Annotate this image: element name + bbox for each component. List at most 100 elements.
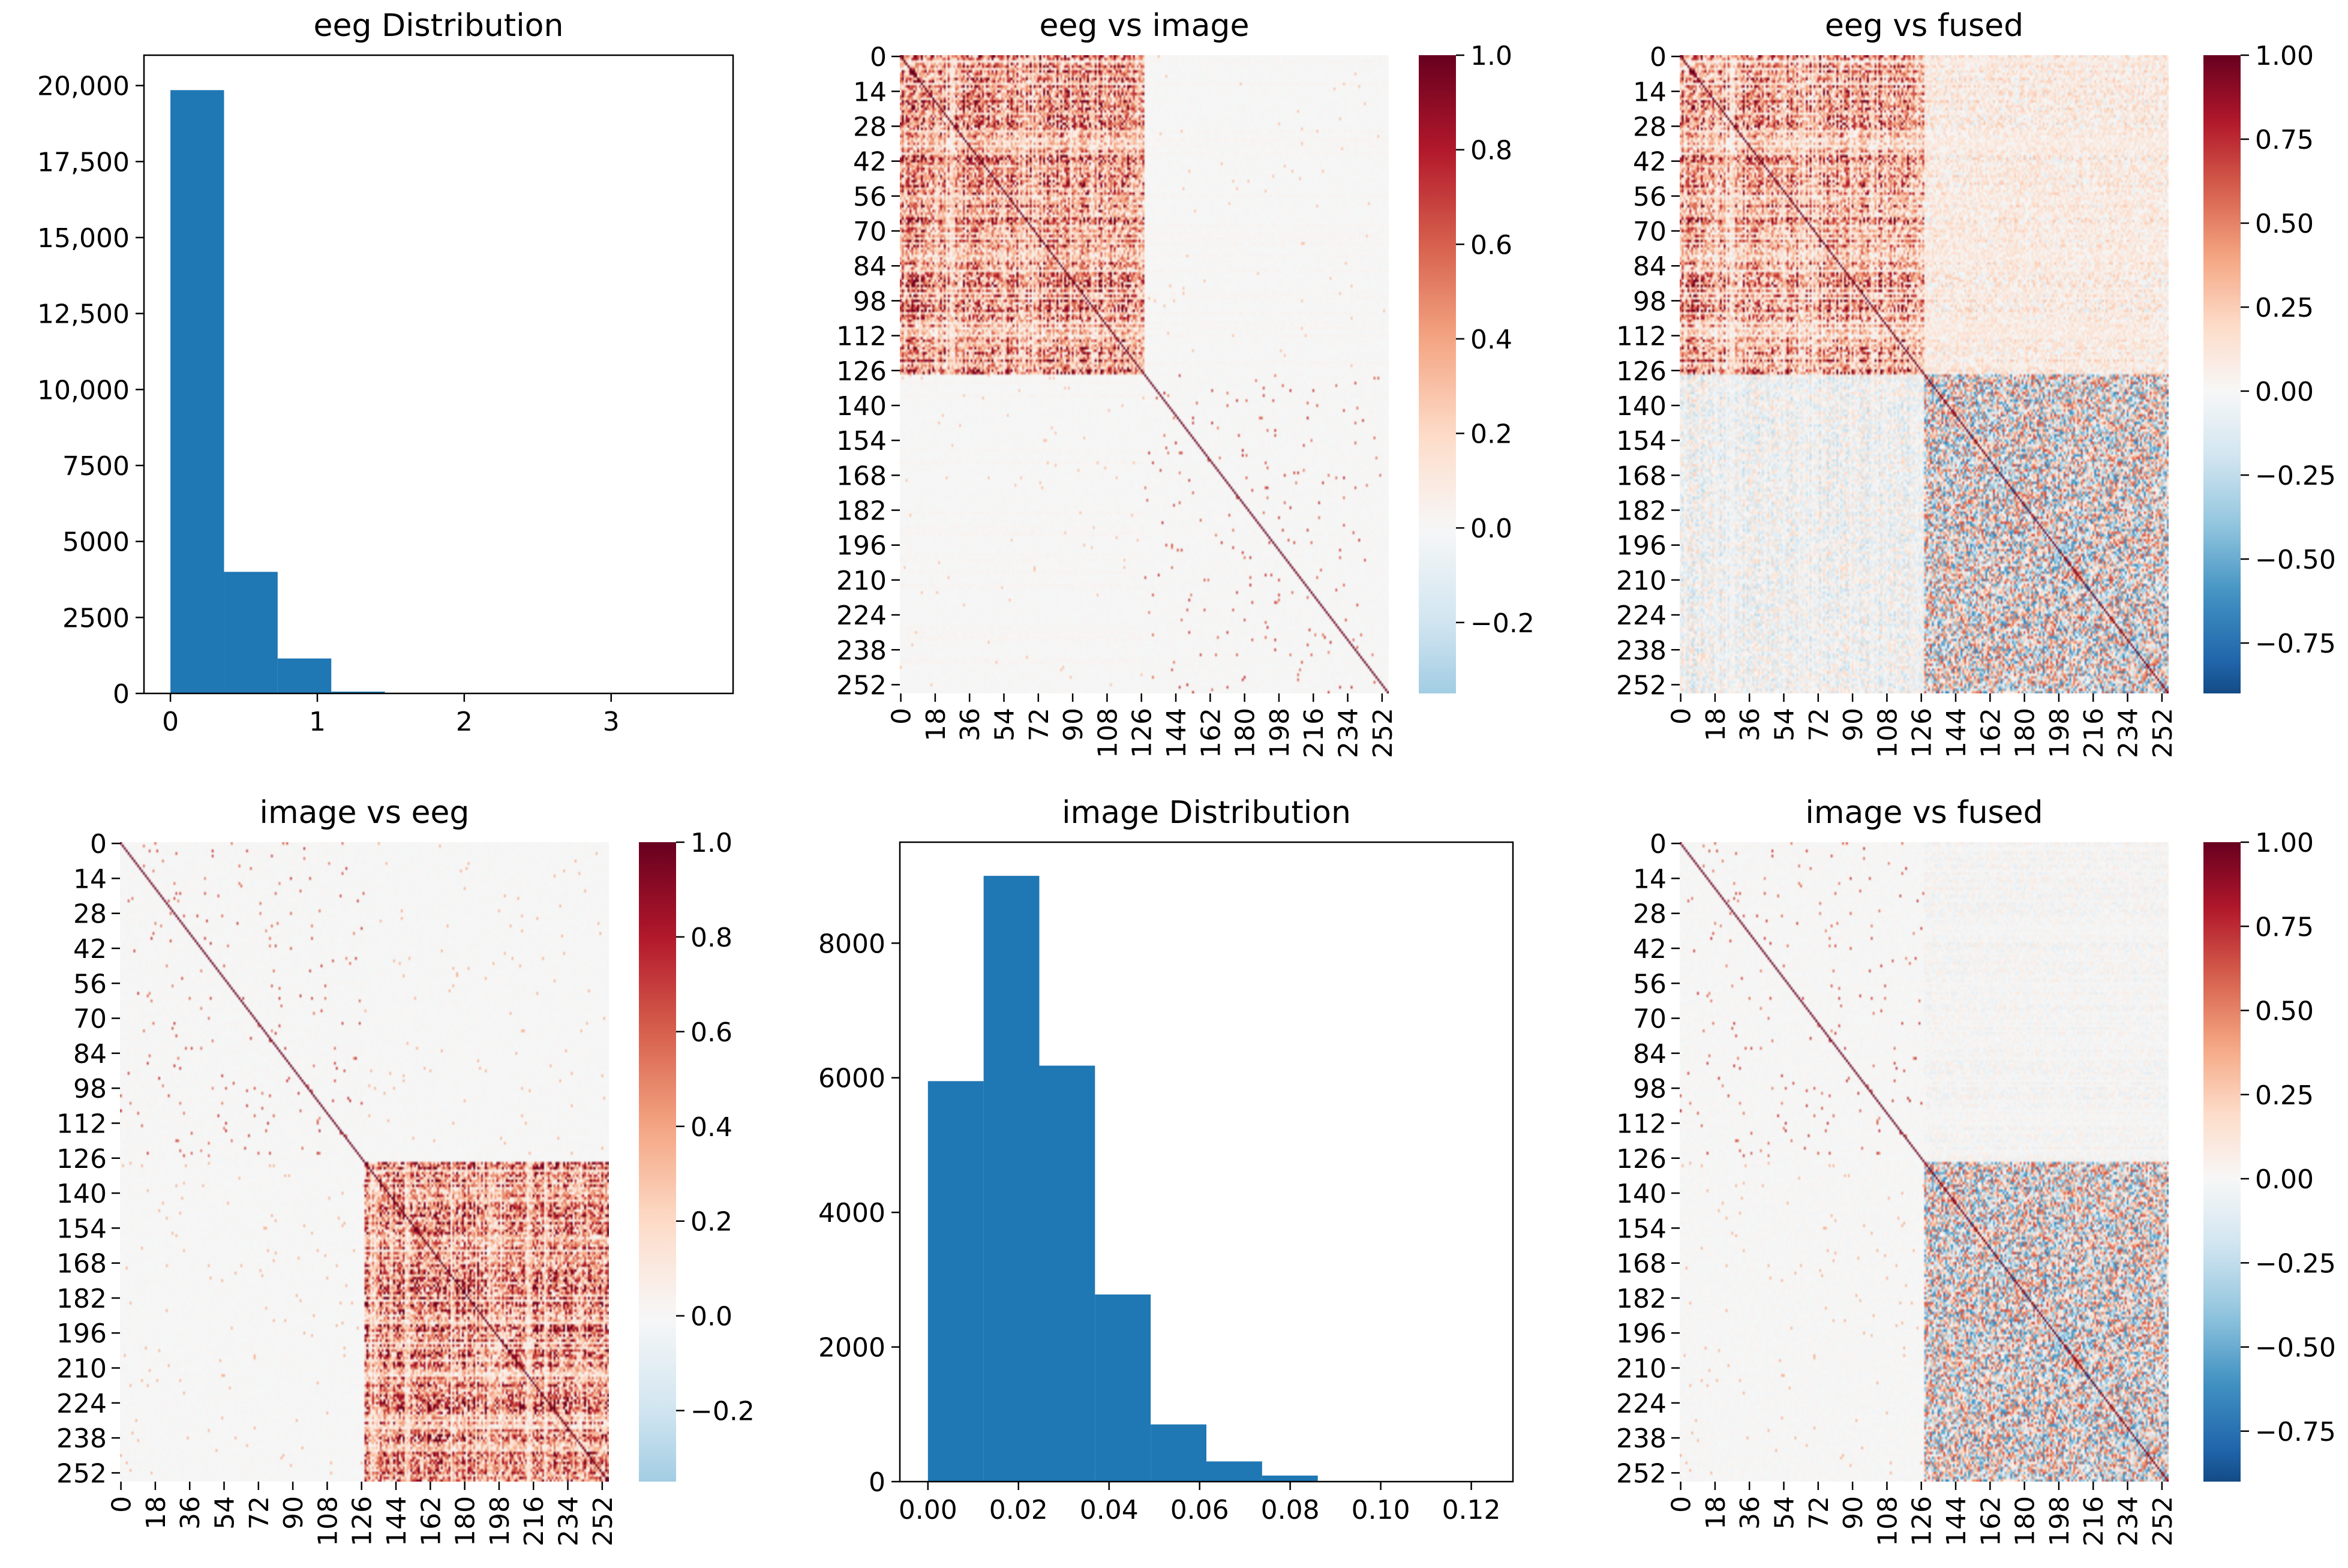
x-tick-label: 72 bbox=[1024, 708, 1055, 741]
y-tick-label: 0 bbox=[869, 1467, 885, 1498]
y-tick-label: 17,500 bbox=[37, 147, 130, 178]
y-tick-label: 0 bbox=[113, 679, 130, 710]
y-tick-label: 56 bbox=[853, 182, 887, 212]
y-tick-label: 98 bbox=[1633, 286, 1667, 317]
y-tick-label: 252 bbox=[1616, 1458, 1667, 1489]
chart-eeg-distribution: eeg Distribution 0 1 2 3 0 2500 5000 7500 10,000 1… bbox=[37, 8, 734, 737]
y-tick-label: 224 bbox=[836, 600, 887, 631]
y-tick-label: 42 bbox=[1633, 934, 1667, 965]
chart-image-vs-eeg: image vs eeg 0 14 28 42 56 70 84 98 112 126 140 154 1… bbox=[56, 795, 755, 1546]
colorbar-tick-label: 0.00 bbox=[2255, 377, 2314, 407]
y-tick-label: 112 bbox=[1616, 1109, 1667, 1139]
y-tick-label: 252 bbox=[56, 1458, 107, 1489]
y-tick-label: 7500 bbox=[62, 451, 130, 482]
y-tick-label: 252 bbox=[836, 670, 887, 701]
x-tick-label: 0 bbox=[162, 707, 179, 737]
x-tick-label: 0 bbox=[887, 708, 917, 725]
y-tick-label: 196 bbox=[56, 1318, 107, 1349]
x-tick-label: 162 bbox=[1196, 708, 1226, 758]
x-tick-label: 2 bbox=[456, 707, 473, 737]
colorbar-tick-label: −0.2 bbox=[1470, 608, 1535, 639]
y-tick-label: 182 bbox=[56, 1284, 107, 1314]
x-tick-label: 126 bbox=[1907, 708, 1938, 758]
y-tick-label: 182 bbox=[1616, 1284, 1667, 1314]
y-tick-label: 112 bbox=[56, 1109, 107, 1139]
y-tick-label: 182 bbox=[836, 496, 887, 527]
x-tick-label: 18 bbox=[921, 708, 951, 741]
y-tick-label: 14 bbox=[1633, 864, 1667, 894]
x-tick-label: 3 bbox=[603, 707, 620, 737]
chart-eeg-vs-image: eeg vs image 0 14 28 42 56 70 84 98 112 126 140 154 1… bbox=[836, 8, 1535, 758]
histogram-bar bbox=[983, 876, 1040, 1482]
x-tick-label: 252 bbox=[2148, 1496, 2178, 1546]
colorbar-tick-label: 1.00 bbox=[2255, 828, 2314, 858]
x-tick-label: 0.10 bbox=[1352, 1495, 1410, 1525]
y-tick-label: 70 bbox=[1633, 1004, 1667, 1035]
histogram-bar bbox=[1039, 1065, 1095, 1482]
x-tick-label: 180 bbox=[2010, 708, 2041, 758]
y-tick-label: 84 bbox=[1633, 1039, 1667, 1070]
x-tick-label: 0.06 bbox=[1170, 1495, 1229, 1525]
colorbar-tick-label: 0.25 bbox=[2255, 1080, 2314, 1111]
colorbar-tick-label: −0.75 bbox=[2255, 1417, 2336, 1447]
x-tick-label: 162 bbox=[1975, 1496, 2006, 1546]
x-tick-label: 18 bbox=[1701, 708, 1731, 741]
colorbar-tick-label: 1.0 bbox=[690, 828, 732, 858]
y-tick-label: 140 bbox=[1616, 391, 1667, 422]
x-tick-label: 0.08 bbox=[1261, 1495, 1320, 1525]
colorbar-tick-label: 0.2 bbox=[690, 1207, 732, 1237]
x-tick-label: 252 bbox=[2148, 708, 2178, 758]
y-tick-label: 98 bbox=[73, 1074, 107, 1104]
x-tick-label: 0.00 bbox=[899, 1495, 957, 1525]
x-tick-label: 126 bbox=[1127, 708, 1158, 758]
x-tick-label: 144 bbox=[1161, 708, 1192, 758]
chart-title: image Distribution bbox=[1062, 795, 1351, 831]
y-tick-label: 238 bbox=[1616, 635, 1667, 666]
y-tick-label: 238 bbox=[1616, 1423, 1667, 1454]
y-tick-label: 56 bbox=[1633, 182, 1667, 212]
y-tick-label: 140 bbox=[836, 391, 887, 422]
colorbar-tick-label: 0.8 bbox=[690, 923, 732, 953]
x-tick-label: 108 bbox=[1092, 708, 1123, 758]
x-tick-label: 90 bbox=[1838, 1496, 1869, 1530]
x-tick-label: 252 bbox=[1368, 708, 1398, 758]
y-tick-label: 0 bbox=[870, 42, 887, 73]
heatmap-cells bbox=[120, 842, 609, 1482]
colorbar-tick-label: 0.6 bbox=[1470, 230, 1512, 260]
y-tick-label: 210 bbox=[56, 1354, 107, 1384]
histogram-bar bbox=[1262, 1475, 1318, 1482]
y-tick-label: 42 bbox=[73, 934, 107, 965]
x-tick-label: 0 bbox=[1667, 708, 1697, 725]
y-tick-label: 196 bbox=[1616, 1318, 1667, 1349]
x-tick-label: 180 bbox=[1230, 708, 1261, 758]
x-tick-label: 198 bbox=[2044, 1496, 2075, 1546]
y-tick-label: 168 bbox=[836, 461, 887, 491]
histogram-bar bbox=[277, 658, 332, 693]
x-tick-label: 234 bbox=[2113, 708, 2144, 758]
x-tick-label: 1 bbox=[309, 707, 326, 737]
y-tick-label: 224 bbox=[56, 1389, 107, 1419]
y-tick-label: 112 bbox=[836, 322, 887, 352]
colorbar-tick-label: 0.50 bbox=[2255, 209, 2314, 239]
y-tick-label: 98 bbox=[853, 286, 887, 317]
y-tick-label: 15,000 bbox=[37, 223, 130, 254]
y-tick-label: 14 bbox=[853, 77, 887, 107]
x-tick-label: 90 bbox=[1838, 708, 1869, 741]
y-tick-label: 28 bbox=[853, 112, 887, 142]
colorbar-tick-label: 0.0 bbox=[1470, 513, 1512, 544]
y-tick-label: 154 bbox=[56, 1213, 107, 1244]
y-tick-label: 8000 bbox=[818, 929, 885, 959]
x-tick-label: 108 bbox=[1872, 708, 1903, 758]
x-tick-label: 108 bbox=[1872, 1496, 1903, 1546]
y-tick-label: 112 bbox=[1616, 322, 1667, 352]
chart-image-distribution: image Distribution 0.00 0.02 0.04 0.06 0.08 0.… bbox=[818, 795, 1514, 1525]
x-tick-label: 216 bbox=[519, 1496, 550, 1546]
x-tick-label: 36 bbox=[955, 708, 986, 741]
x-tick-label: 0 bbox=[1667, 1496, 1697, 1513]
y-tick-label: 4000 bbox=[818, 1198, 885, 1228]
y-tick-label: 98 bbox=[1633, 1074, 1667, 1104]
x-tick-label: 162 bbox=[416, 1496, 446, 1546]
x-tick-label: 234 bbox=[1334, 708, 1364, 758]
x-tick-label: 216 bbox=[2079, 708, 2109, 758]
y-tick-label: 0 bbox=[1650, 829, 1667, 860]
